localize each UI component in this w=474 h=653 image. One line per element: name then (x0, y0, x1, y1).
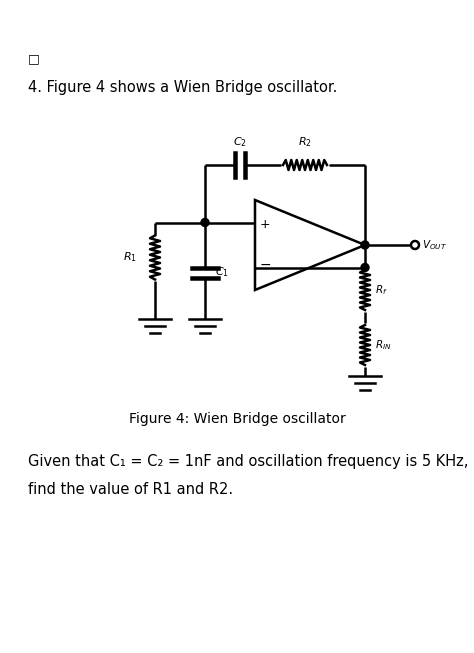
Text: Figure 4: Wien Bridge oscillator: Figure 4: Wien Bridge oscillator (128, 412, 346, 426)
Text: $R_2$: $R_2$ (298, 135, 312, 149)
Circle shape (201, 219, 209, 227)
Text: 4. Figure 4 shows a Wien Bridge oscillator.: 4. Figure 4 shows a Wien Bridge oscillat… (28, 80, 337, 95)
Text: +: + (260, 218, 270, 231)
Text: $R_{IN}$: $R_{IN}$ (375, 338, 392, 352)
Text: −: − (259, 258, 271, 272)
Text: $R_f$: $R_f$ (375, 283, 388, 297)
Circle shape (361, 241, 369, 249)
Circle shape (361, 264, 369, 272)
Text: Given that C₁ = C₂ = 1nF and oscillation frequency is 5 KHz,: Given that C₁ = C₂ = 1nF and oscillation… (28, 454, 468, 469)
Text: $C_1$: $C_1$ (215, 266, 229, 279)
Text: $V_{OUT}$: $V_{OUT}$ (422, 238, 447, 252)
Text: $R_1$: $R_1$ (123, 251, 137, 264)
Text: $C_2$: $C_2$ (233, 135, 247, 149)
Text: find the value of R1 and R2.: find the value of R1 and R2. (28, 482, 233, 497)
Text: □: □ (28, 52, 40, 65)
